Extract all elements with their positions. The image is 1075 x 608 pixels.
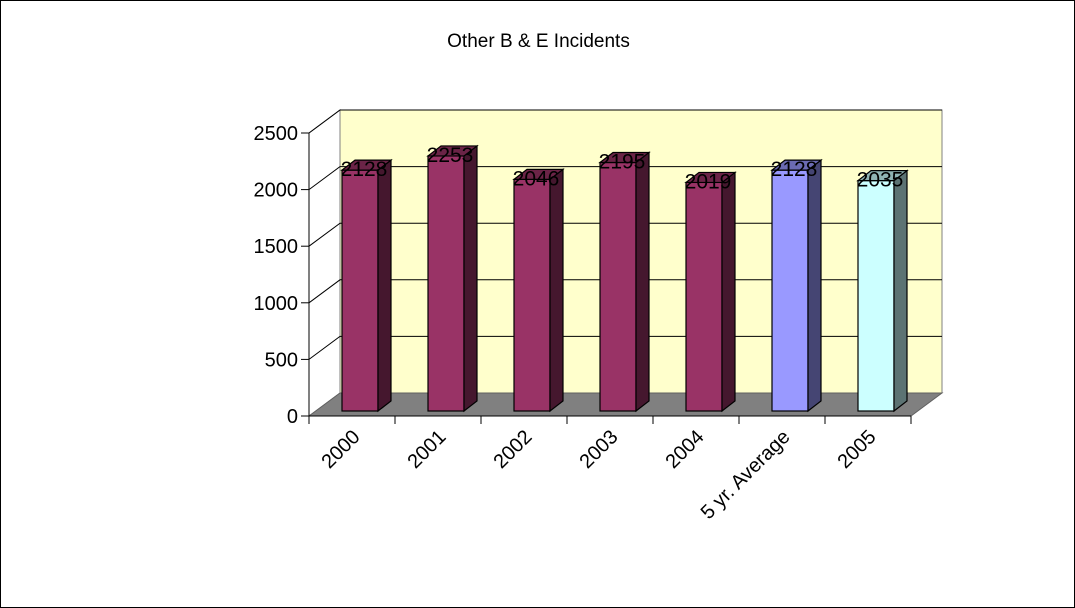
bar-front <box>513 178 551 412</box>
bar-top <box>598 151 651 164</box>
bar-front <box>599 161 637 412</box>
x-tick-label: 2001 <box>404 426 451 473</box>
gridline <box>308 109 942 134</box>
data-label: 2128 <box>771 158 818 181</box>
bar-front <box>771 169 809 412</box>
bar-top <box>512 168 565 180</box>
y-tick-label: 2000 <box>254 180 299 202</box>
x-tick-label: 2005 <box>834 426 881 473</box>
gridline <box>308 166 942 191</box>
gridline <box>308 279 942 304</box>
x-tick-label: 2002 <box>490 426 537 473</box>
y-tick-label: 500 <box>265 349 298 371</box>
bar <box>684 171 737 413</box>
y-tick-label: 1500 <box>254 236 299 258</box>
x-tick-label: 2003 <box>576 426 623 473</box>
bar-top <box>684 171 737 184</box>
bar-front <box>427 155 465 412</box>
y-tick-label: 2500 <box>254 123 299 145</box>
bar <box>598 151 651 413</box>
data-label: 2019 <box>685 170 732 193</box>
data-label: 2253 <box>427 144 474 167</box>
gridline <box>308 335 942 360</box>
y-tick-label: 0 <box>287 406 298 428</box>
x-tick-label: 2004 <box>662 426 709 473</box>
data-label: 2195 <box>599 151 646 174</box>
data-label: 2035 <box>857 169 904 192</box>
gridline <box>308 222 942 247</box>
bar-side <box>893 169 908 413</box>
bar-side <box>721 171 736 413</box>
bar-side <box>635 151 650 413</box>
bar-top <box>770 159 823 171</box>
bar-side <box>377 158 392 413</box>
bar-top <box>856 170 909 182</box>
bar-side <box>807 158 822 413</box>
bar <box>426 144 479 413</box>
bar <box>512 168 565 413</box>
bar-top <box>340 159 393 171</box>
data-label: 2046 <box>513 167 560 190</box>
side-wall <box>308 109 341 417</box>
bar-side <box>463 144 478 413</box>
bar <box>340 158 393 413</box>
chart-title: Other B & E Incidents <box>447 31 630 52</box>
x-tick-label: 5 yr. Average <box>697 426 795 524</box>
bar-front <box>857 180 895 412</box>
x-tick-label: 2000 <box>318 426 365 473</box>
bar <box>770 158 823 413</box>
bar-side <box>549 168 564 413</box>
y-tick-label: 1000 <box>254 293 299 315</box>
data-label: 2128 <box>341 158 388 181</box>
bar-front <box>341 169 379 412</box>
bar-front <box>685 181 723 412</box>
bar <box>856 169 909 413</box>
bar-top <box>426 145 479 157</box>
